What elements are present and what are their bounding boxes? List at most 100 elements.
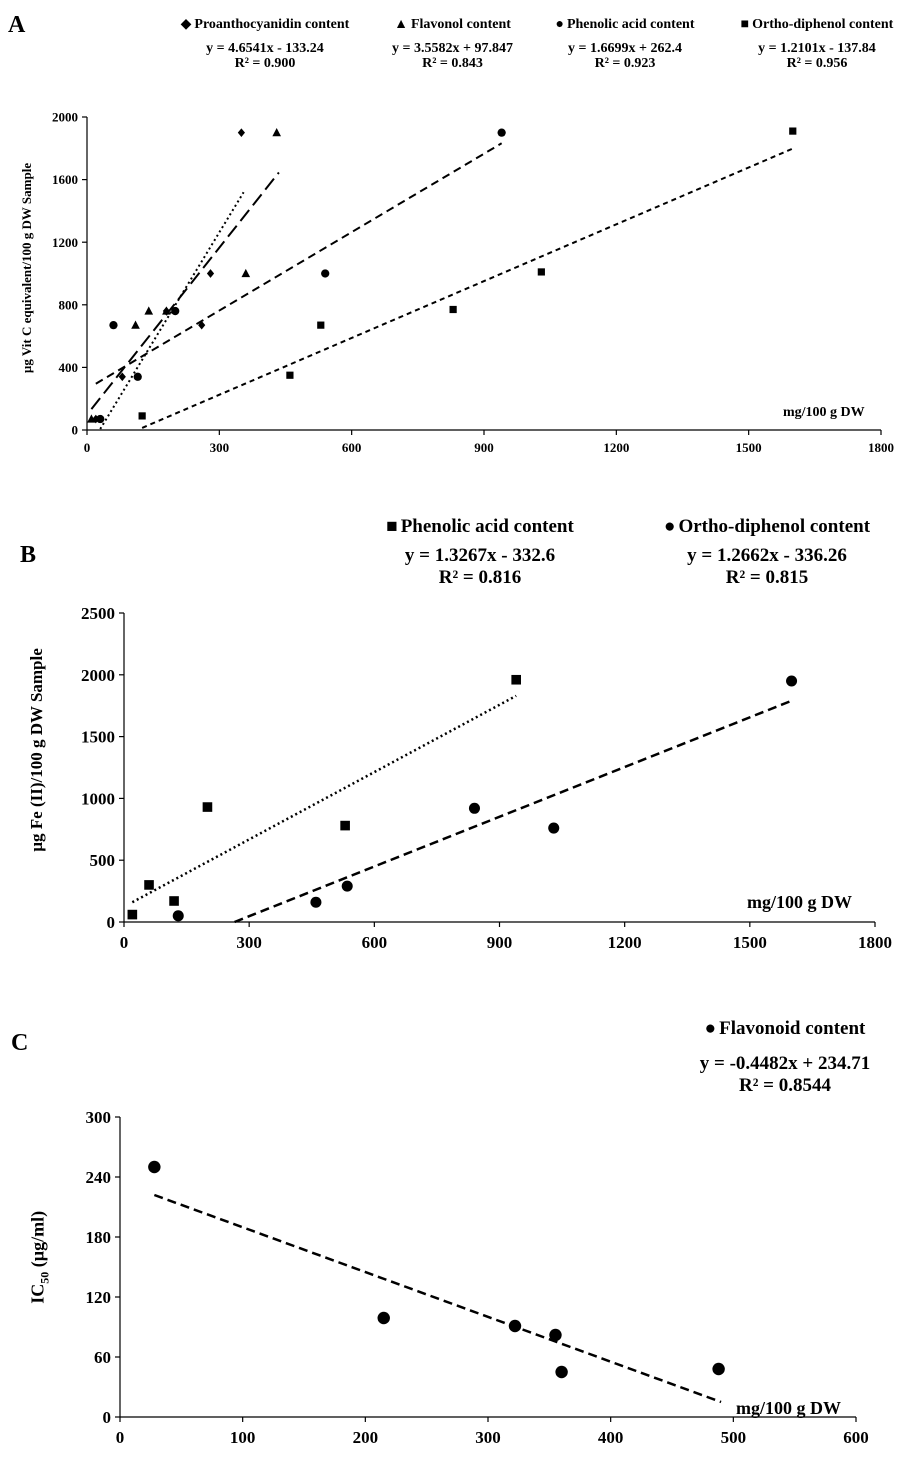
data-point xyxy=(169,896,179,906)
trend-line xyxy=(95,142,503,385)
data-point xyxy=(144,306,154,315)
x-tick-label: 400 xyxy=(598,1428,624,1447)
data-point xyxy=(133,372,142,381)
panel-a-letter: A xyxy=(8,12,26,38)
panel-c: C ● Flavonoid content y = -0.4482x + 234.… xyxy=(0,990,907,1461)
data-point xyxy=(131,320,140,329)
data-point xyxy=(127,909,138,920)
legend-b-phenolic: ■ Phenolic acid content y = 1.3267x - 332… xyxy=(370,516,590,588)
data-point xyxy=(144,880,154,890)
legend-label: Phenolic acid content xyxy=(400,516,574,537)
x-unit-label: mg/100 g DW xyxy=(783,405,865,420)
x-tick-label: 1800 xyxy=(868,440,894,455)
r-squared: R² = 0.843 xyxy=(422,56,483,72)
data-point xyxy=(786,675,798,687)
data-point xyxy=(497,128,506,137)
data-point xyxy=(162,306,171,315)
data-point xyxy=(202,802,213,812)
legend-label: Proanthocyanidin content xyxy=(194,17,350,32)
legend-label: Ortho-diphenol content xyxy=(752,17,894,32)
x-tick-label: 300 xyxy=(210,440,230,455)
trend-line xyxy=(153,1193,722,1404)
data-point xyxy=(171,306,180,316)
x-unit-label: mg/100 g DW xyxy=(747,892,852,912)
y-tick-label: 2500 xyxy=(81,604,115,623)
x-tick-label: 600 xyxy=(342,440,362,455)
trend-line xyxy=(141,147,794,429)
x-tick-label: 0 xyxy=(116,1428,125,1447)
square-marker-icon: ■ xyxy=(386,516,398,537)
data-point xyxy=(237,128,245,137)
data-point xyxy=(317,321,325,329)
y-tick-label: 1600 xyxy=(52,172,78,187)
regression-equation: y = 1.2101x - 137.84 xyxy=(758,40,876,56)
r-squared: R² = 0.8544 xyxy=(739,1074,831,1096)
x-tick-label: 900 xyxy=(487,933,513,952)
data-point xyxy=(341,880,353,892)
y-tick-label: 1000 xyxy=(81,789,115,808)
legend-label: Phenolic acid content xyxy=(566,17,695,32)
r-squared: R² = 0.815 xyxy=(725,566,809,588)
data-point xyxy=(511,674,521,685)
x-tick-label: 300 xyxy=(475,1428,501,1447)
circle-marker-icon: ● xyxy=(704,1018,717,1039)
y-tick-label: 180 xyxy=(86,1228,112,1247)
x-tick-label: 500 xyxy=(721,1428,747,1447)
trend-line xyxy=(131,694,517,904)
x-tick-label: 1200 xyxy=(603,440,629,455)
diamond-marker-icon: ◆ xyxy=(180,17,192,32)
trend-line xyxy=(234,699,793,924)
trend-line xyxy=(90,171,280,410)
legend-a-proanthocyanidin: ◆ Proanthocyanidin content y = 4.6541x - … xyxy=(165,17,365,72)
regression-equation: y = 1.2662x - 336.26 xyxy=(687,545,847,567)
data-point xyxy=(712,1362,725,1376)
regression-equation: y = 1.3267x - 332.6 xyxy=(404,545,556,567)
circle-marker-icon: ● xyxy=(663,516,676,537)
regression-equation: y = 3.5582x + 97.847 xyxy=(392,40,513,56)
r-squared: R² = 0.956 xyxy=(786,56,848,72)
x-tick-label: 1800 xyxy=(858,933,892,952)
panel-c-letter: C xyxy=(11,1030,29,1056)
y-tick-label: 1500 xyxy=(81,728,115,747)
y-tick-label: 0 xyxy=(72,423,79,438)
x-tick-label: 1500 xyxy=(736,440,762,455)
y-tick-label: 2000 xyxy=(52,110,78,125)
y-tick-label: 240 xyxy=(86,1168,112,1187)
x-unit-label: mg/100 g DW xyxy=(736,1398,841,1418)
data-point xyxy=(548,822,560,834)
r-squared: R² = 0.900 xyxy=(234,56,296,72)
chart-a-svg: 0 400 800 1200 1600 2000 0 300 600 900 1200 1500 180… xyxy=(52,110,894,455)
data-point xyxy=(468,802,480,814)
y-tick-label: 60 xyxy=(94,1348,111,1367)
square-marker-icon: ■ xyxy=(740,17,750,32)
y-tick-label: 2000 xyxy=(81,666,115,685)
legend-label: Ortho-diphenol content xyxy=(678,516,871,537)
triangle-marker-icon: ▲ xyxy=(394,17,408,32)
data-point xyxy=(118,372,126,382)
y-tick-label: 120 xyxy=(86,1288,112,1307)
data-point xyxy=(272,127,281,137)
y-tick-label: 0 xyxy=(103,1408,112,1427)
chart-c-svg: 0 60 120 180 240 300 0 100 200 300 400 500 600 xyxy=(86,1108,869,1447)
x-tick-label: 1200 xyxy=(608,933,642,952)
data-point xyxy=(340,820,350,831)
y-tick-label: 500 xyxy=(90,851,116,870)
data-point xyxy=(96,414,105,424)
data-point xyxy=(449,305,457,314)
x-tick-label: 600 xyxy=(362,933,388,952)
data-point xyxy=(198,320,206,330)
data-point xyxy=(537,268,545,276)
legend-label: Flavonoid content xyxy=(719,1018,866,1039)
legend-c-flavonoid: ● Flavonoid content y = -0.4482x + 234.71… xyxy=(665,1018,905,1096)
data-point xyxy=(377,1311,390,1325)
regression-equation: y = -0.4482x + 234.71 xyxy=(699,1053,871,1075)
data-point xyxy=(310,896,322,908)
y-tick-label: 300 xyxy=(86,1108,112,1127)
data-point xyxy=(148,1160,161,1174)
data-point xyxy=(321,269,330,278)
legend-a-phenolic: ● Phenolic acid content y = 1.6699x + 262… xyxy=(535,17,715,72)
panel-b: B ■ Phenolic acid content y = 1.3267x - 3… xyxy=(0,490,907,970)
data-point xyxy=(241,268,251,278)
x-tick-label: 1500 xyxy=(733,933,767,952)
chart-b-svg: 0 500 1000 1500 2000 2500 0 300 600 900 1200 1500 18… xyxy=(81,604,892,952)
